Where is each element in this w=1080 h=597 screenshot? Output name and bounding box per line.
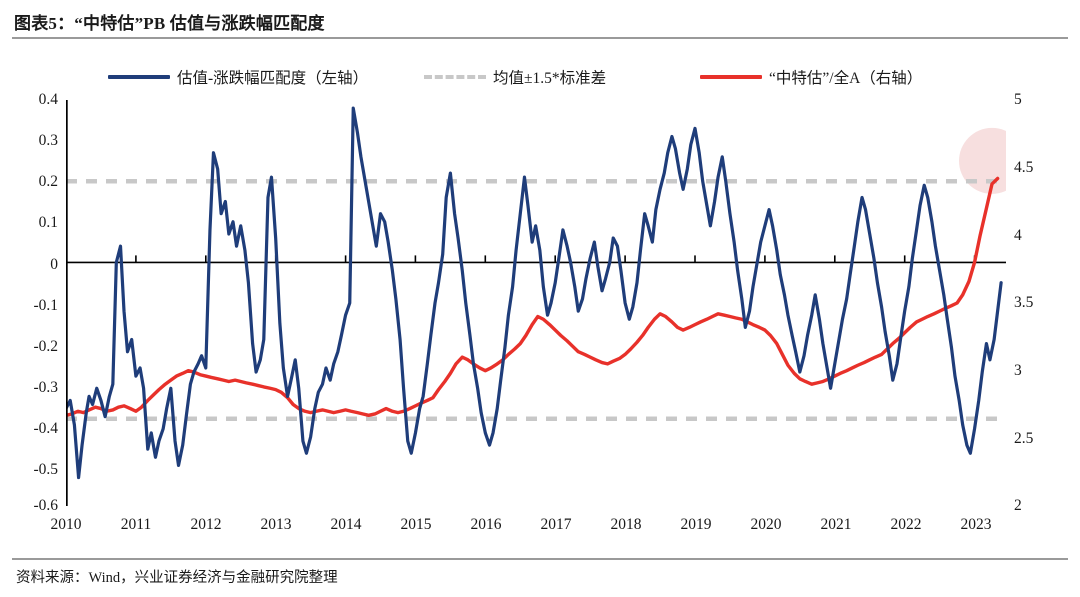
chart-legend: 估值-涨跌幅匹配度（左轴） 均值±1.5*标准差 “中特估”/全A（右轴） [0,62,1080,92]
y-left-tick-1: 0.3 [38,132,58,149]
y-right-tick-0: 5 [1014,91,1022,108]
y-right-tick-5: 2.5 [1014,430,1034,447]
y-left-tick-3: 0.1 [38,214,58,231]
legend-swatch-red-line-icon [700,75,762,79]
x-tick-2012: 2012 [190,516,222,533]
y-left-tick-9: -0.5 [33,461,58,478]
legend-swatch-blue-line-icon [108,75,170,79]
legend-item-valuation-match: 估值-涨跌幅匹配度（左轴） [108,62,368,92]
y-right-tick-4: 3 [1014,362,1022,379]
y-left-tick-2: 0.2 [38,173,58,190]
y-left-tick-10: -0.6 [33,497,58,514]
x-tick-2019: 2019 [680,516,712,533]
x-tick-2013: 2013 [260,516,292,533]
x-tick-2015: 2015 [400,516,432,533]
x-tick-2016: 2016 [470,516,502,533]
legend-label-valuation-match: 估值-涨跌幅匹配度（左轴） [177,70,369,87]
x-tick-2010: 2010 [50,516,82,533]
title-divider [12,37,1068,39]
x-tick-2018: 2018 [610,516,642,533]
page-title: 图表5：“中特估”PB 估值与涨跌幅匹配度 [14,14,325,33]
chart-canvas [66,100,1006,506]
x-tick-2020: 2020 [750,516,782,533]
x-tick-2023: 2023 [960,516,992,533]
y-left-tick-0: 0.4 [38,91,58,108]
std-dev-band-lines [66,178,1006,421]
x-tick-2022: 2022 [890,516,922,533]
y-right-tick-1: 4.5 [1014,159,1034,176]
y-left-tick-5: -0.1 [33,297,58,314]
y-left-tick-8: -0.4 [33,420,58,437]
x-tick-2011: 2011 [120,516,152,533]
series-line-ratio [66,176,1000,418]
y-right-tick-2: 4 [1014,227,1022,244]
axis-frame [66,100,68,506]
series-line-valuation-match [66,106,1003,480]
plot-area [66,100,1006,506]
y-left-tick-4: 0 [50,256,58,273]
x-tick-2021: 2021 [820,516,852,533]
y-left-tick-7: -0.3 [33,379,58,396]
footer-divider [12,558,1068,560]
legend-label-std-band: 均值±1.5*标准差 [493,70,607,87]
y-right-tick-6: 2 [1014,497,1022,514]
legend-item-std-band: 均值±1.5*标准差 [424,62,606,92]
zero-axis-line [66,255,1006,264]
y-left-tick-6: -0.2 [33,338,58,355]
legend-item-ratio: “中特估”/全A（右轴） [700,62,922,92]
legend-swatch-dashed-line-icon [424,75,486,79]
legend-label-ratio: “中特估”/全A（右轴） [769,70,923,87]
x-tick-2017: 2017 [540,516,572,533]
x-tick-2014: 2014 [330,516,362,533]
y-right-tick-3: 3.5 [1014,294,1034,311]
figure-header: 图表5：“中特估”PB 估值与涨跌幅匹配度 [0,0,1080,40]
source-note: 资料来源：Wind，兴业证券经济与金融研究院整理 [16,570,338,586]
highlight-annotation [959,127,1006,194]
